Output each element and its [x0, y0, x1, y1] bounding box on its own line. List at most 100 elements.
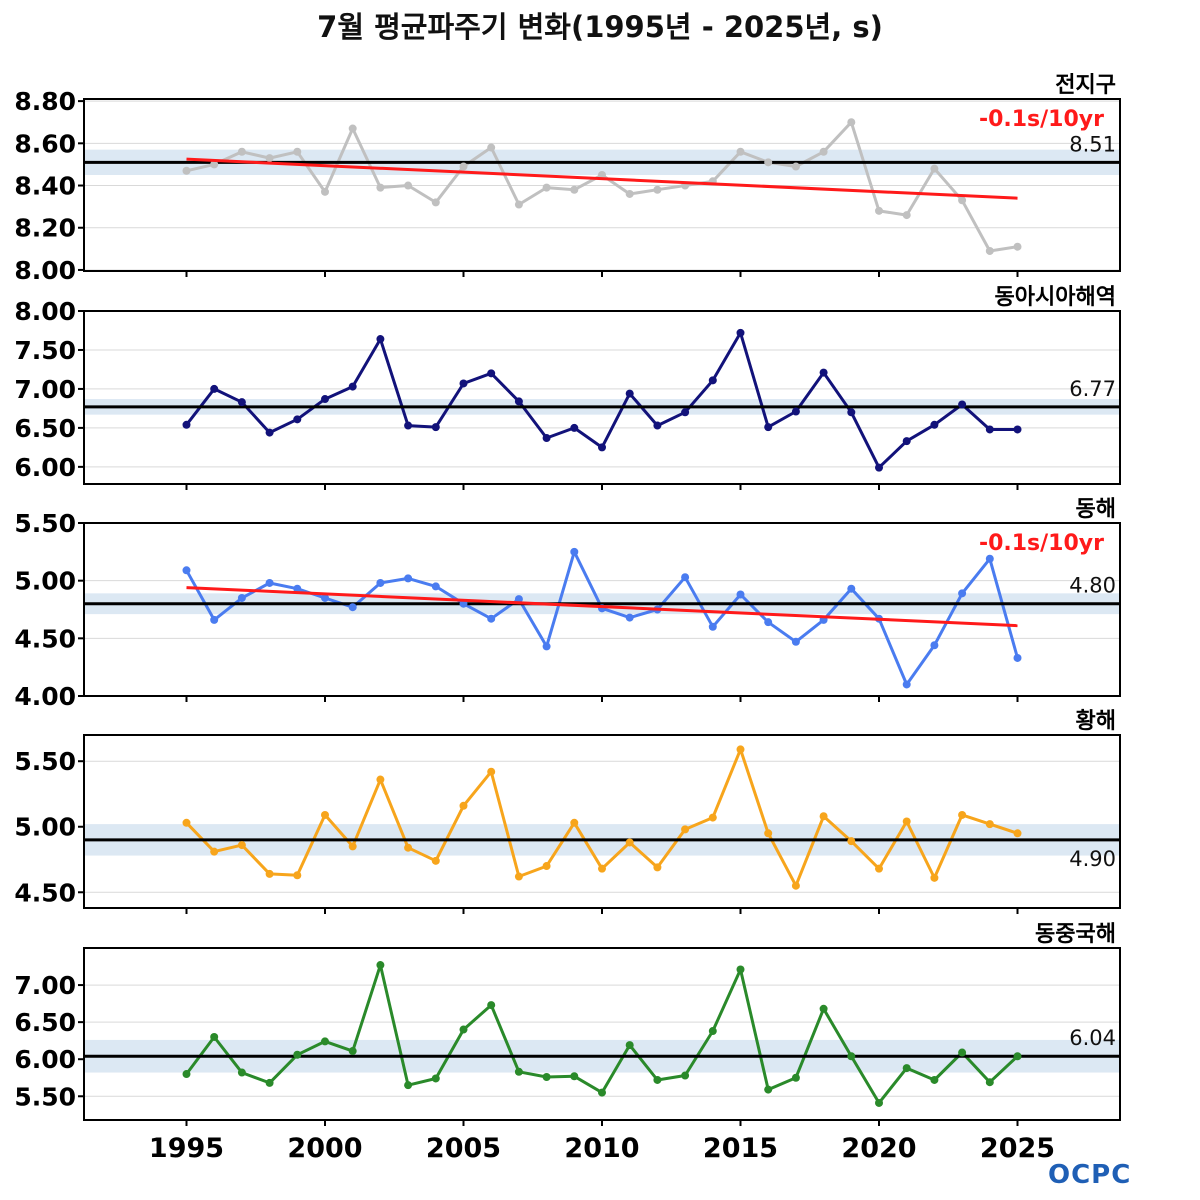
data-point: [625, 1041, 634, 1050]
data-point: [958, 1048, 967, 1057]
y-tick-label: 5.00: [14, 567, 76, 596]
data-point: [985, 246, 994, 255]
data-point: [293, 871, 302, 880]
plot-area: [84, 311, 1120, 472]
y-tick-label: 7.50: [14, 336, 76, 365]
data-point: [902, 817, 911, 826]
series-line: [185, 963, 1019, 1105]
data-point: [570, 185, 579, 194]
data-point: [293, 1050, 302, 1059]
data-point: [847, 408, 856, 417]
data-point: [985, 820, 994, 829]
trend-line: [186, 586, 1018, 628]
data-point: [182, 1070, 191, 1079]
x-tick-label: 2000: [287, 1133, 362, 1164]
data-point: [431, 198, 440, 207]
data-point: [708, 376, 717, 385]
x-tick-label: 2020: [841, 1133, 916, 1164]
data-point: [542, 642, 551, 651]
y-tick-label: 6.50: [14, 1008, 76, 1037]
data-point: [265, 428, 274, 437]
data-point: [847, 1052, 856, 1061]
data-point: [487, 1001, 496, 1010]
data-point: [570, 423, 579, 432]
data-point: [210, 615, 219, 624]
data-point: [514, 872, 523, 881]
data-point: [930, 873, 939, 882]
y-tick-label: 5.50: [14, 509, 76, 538]
data-point: [348, 603, 357, 612]
data-point: [348, 842, 357, 851]
y-tick-label: 4.50: [14, 624, 76, 653]
data-point: [902, 211, 911, 220]
data-point: [182, 818, 191, 827]
data-point: [210, 160, 219, 169]
ocpc-logo: OCPC: [1048, 1160, 1132, 1190]
data-point: [320, 1037, 329, 1046]
data-point: [293, 584, 302, 593]
data-point: [514, 200, 523, 209]
data-point: [736, 147, 745, 156]
data-point: [625, 613, 634, 622]
data-point: [459, 379, 468, 388]
data-point: [958, 400, 967, 409]
data-point: [376, 578, 385, 587]
data-point: [958, 589, 967, 598]
data-point: [570, 818, 579, 827]
data-point: [237, 398, 246, 407]
data-point: [542, 183, 551, 192]
data-point: [459, 162, 468, 171]
data-point: [791, 1073, 800, 1082]
data-point: [764, 1085, 773, 1094]
data-point: [570, 1072, 579, 1081]
data-point: [930, 641, 939, 650]
series-line: [185, 550, 1019, 686]
data-point: [1013, 242, 1022, 251]
data-point: [320, 187, 329, 196]
data-point: [237, 841, 246, 850]
data-point: [875, 463, 884, 472]
data-point: [819, 812, 828, 821]
data-point: [736, 965, 745, 974]
data-point: [514, 397, 523, 406]
plot-area: [84, 523, 1120, 696]
data-point: [625, 838, 634, 847]
data-point: [681, 1071, 690, 1080]
x-tick-label: 2025: [980, 1133, 1055, 1164]
data-point: [985, 554, 994, 563]
region-label: 동중국해: [1035, 922, 1116, 947]
y-tick-label: 4.00: [14, 682, 76, 711]
data-point: [376, 961, 385, 970]
data-point: [847, 584, 856, 593]
data-point: [764, 158, 773, 167]
data-point: [875, 206, 884, 215]
data-point: [237, 593, 246, 602]
chart-title: 7월 평균파주기 변화(1995년 - 2025년, s): [317, 10, 883, 44]
data-point: [625, 389, 634, 398]
data-point: [653, 185, 662, 194]
plot-area: [84, 961, 1120, 1107]
data-point: [902, 1064, 911, 1073]
data-point: [930, 420, 939, 429]
y-tick-label: 5.00: [14, 813, 76, 842]
plot-area: [84, 745, 1120, 893]
data-point: [210, 384, 219, 393]
data-point: [487, 614, 496, 623]
y-tick-label: 4.50: [14, 878, 76, 907]
data-point: [376, 183, 385, 192]
data-point: [487, 369, 496, 378]
y-tick-label: 6.00: [14, 453, 76, 482]
data-point: [348, 382, 357, 391]
data-point: [902, 680, 911, 689]
mean-value-label: 4.80: [1069, 574, 1116, 598]
trend-label: -0.1s/10yr: [979, 531, 1104, 556]
data-point: [708, 622, 717, 631]
x-tick-label: 2005: [426, 1133, 501, 1164]
data-point: [210, 847, 219, 856]
data-point: [514, 595, 523, 604]
panel-3: -0.1s/10yr 4.80 4.00 4.50 5.00 5.50 동해: [14, 497, 1121, 711]
data-point: [404, 1081, 413, 1090]
panel-frame: [83, 98, 1121, 272]
data-point: [736, 328, 745, 337]
data-point: [404, 843, 413, 852]
